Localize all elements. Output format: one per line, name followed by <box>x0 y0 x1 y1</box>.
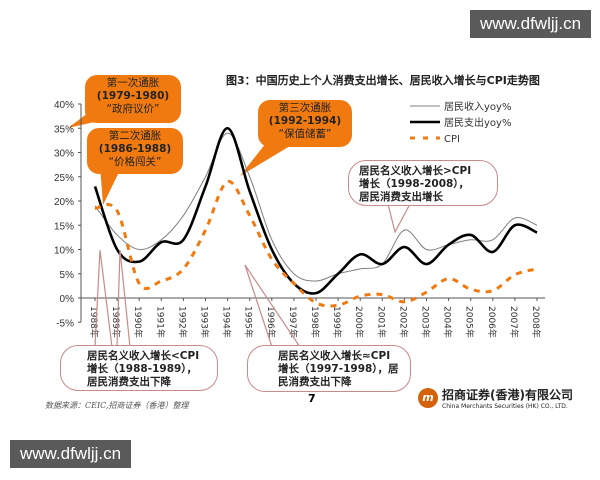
x-tick-label: 2002年 <box>397 306 409 338</box>
y-tick-label: 10% <box>54 246 74 257</box>
x-tick-label: 2006年 <box>486 306 498 338</box>
x-tick-label: 1998年 <box>309 306 321 338</box>
x-tick-label: 1995年 <box>243 306 255 338</box>
y-tick-label: 15% <box>54 221 74 232</box>
x-tick-label: 1997年 <box>287 306 299 338</box>
x-tick-label: 1994年 <box>221 306 233 338</box>
legend-label-2: CPI <box>444 134 460 145</box>
company-logo: m 招商证券(香港)有限公司 China Merchants Securities… <box>418 386 573 410</box>
x-tick-label: 2007年 <box>508 306 520 338</box>
x-tick-label: 1996年 <box>265 306 277 338</box>
x-tick-label: 1999年 <box>331 306 343 338</box>
series-line-0 <box>94 132 538 282</box>
series-line-2 <box>94 180 538 308</box>
y-tick-label: 20% <box>54 197 74 208</box>
y-tick-label: -5% <box>56 318 74 329</box>
callout-tail-third <box>240 138 295 176</box>
callout-1988-1989: 居民名义收入增长<CPI 增长（1988-1989）， 居民消费支出下降 <box>60 345 218 391</box>
data-source: 数据来源：CEIC,招商证券（香港）整理 <box>45 401 189 410</box>
y-tick-label: 30% <box>54 149 74 160</box>
x-tick-label: 1990年 <box>132 306 144 338</box>
x-tick-label: 1988年 <box>88 306 100 338</box>
y-tick-label: 0% <box>60 294 75 305</box>
callout-1998-2008: 居民名义收入增长>CPI 增长（1998-2008）， 居民消费支出增长 <box>348 160 498 206</box>
callout-second-inflation: 第二次通胀 (1986-1988) “价格闯关” <box>87 128 183 174</box>
series-line-1 <box>93 126 538 295</box>
callout-1997-1998: 居民名义收入增长≈CPI 增长（1997-1998），居 民消费支出下降 <box>247 345 411 392</box>
y-tick-label: 25% <box>54 173 74 184</box>
legend-label-1: 居民支出yoy% <box>444 116 511 129</box>
watermark-bottom: www.dfwljj.cn <box>10 440 132 468</box>
x-tick-label: 1991年 <box>154 306 166 338</box>
x-tick-label: 2001年 <box>375 306 387 338</box>
callout-tail-1998-2008 <box>387 203 412 234</box>
logo-mark-icon: m <box>418 388 438 408</box>
x-tick-label: 2004年 <box>442 306 454 338</box>
x-tick-label: 2008年 <box>530 306 542 338</box>
chart-title: 图3：中国历史上个人消费支出增长、居民收入增长与CPI走势图 <box>226 74 540 87</box>
x-tick-label: 1992年 <box>176 306 188 338</box>
y-tick-label: 35% <box>54 124 74 135</box>
x-tick-label: 1989年 <box>110 306 122 338</box>
callout-tail-second <box>100 165 120 205</box>
page-number: 7 <box>308 392 316 405</box>
x-tick-label: 1993年 <box>199 306 211 338</box>
watermark-top: www.dfwljj.cn <box>470 10 592 38</box>
callout-third-inflation: 第三次通胀 (1992-1994) “保值储蓄” <box>258 100 352 147</box>
legend-label-0: 居民收入yoy% <box>444 100 511 113</box>
y-tick-label: 40% <box>54 100 74 111</box>
y-tick-label: 5% <box>60 270 75 281</box>
callout-first-inflation: 第一次通胀 (1979-1980) “政府议价” <box>85 75 181 123</box>
x-tick-label: 2003年 <box>420 306 432 338</box>
x-tick-label: 2000年 <box>353 306 365 338</box>
x-tick-label: 2005年 <box>464 306 476 338</box>
